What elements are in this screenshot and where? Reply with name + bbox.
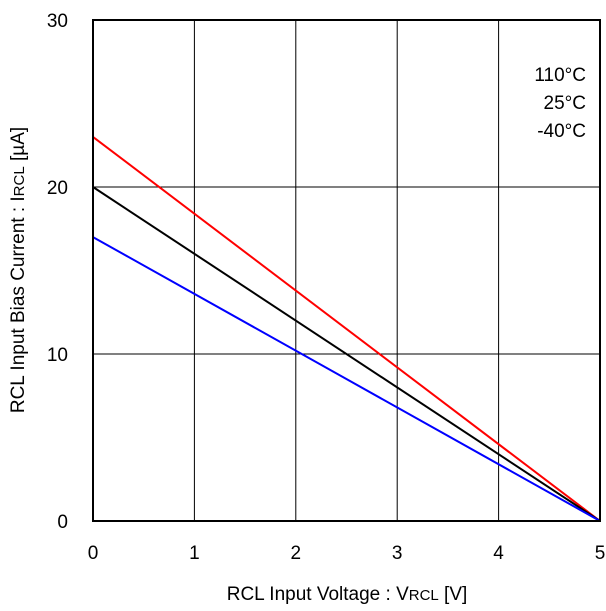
series-line-2 [92,236,601,522]
series-line-1 [92,186,601,522]
y-tick-label: 0 [57,512,68,533]
legend-label-minus40c: -40°C [537,121,586,142]
x-axis-label: RCL Input Voltage : VRCL [V] [227,584,468,605]
y-tick-labels: 0 10 20 30 [47,11,68,533]
x-tick-label: 4 [493,543,504,564]
x-tick-label: 5 [595,543,606,564]
x-tick-label: 2 [291,543,302,564]
series-lines [92,136,601,522]
y-axis-label-unit: [µA] [8,127,29,166]
x-tick-labels: 0 1 2 3 4 5 [88,543,606,564]
y-axis-label-main: RCL Input Bias Current : I [8,196,29,413]
y-tick-label: 10 [47,345,68,366]
y-tick-label: 20 [47,178,68,199]
x-tick-label: 0 [88,543,99,564]
legend-label-25c: 25°C [544,93,586,114]
legend-label-110c: 110°C [534,65,586,86]
y-axis-label: RCL Input Bias Current : IRCL [µA] [8,127,29,413]
x-axis-label-unit: [V] [439,584,468,605]
series-line-0 [92,136,601,522]
grid [92,19,601,522]
y-tick-label: 30 [47,11,68,32]
y-axis-label-subscript: RCL [11,166,28,196]
x-tick-label: 3 [392,543,403,564]
x-axis-label-main: RCL Input Voltage : V [227,584,409,605]
x-axis-label-subscript: RCL [409,587,439,604]
legend: 110°C 25°C -40°C [534,65,586,142]
x-tick-label: 1 [189,543,200,564]
plot-frame [92,19,601,522]
